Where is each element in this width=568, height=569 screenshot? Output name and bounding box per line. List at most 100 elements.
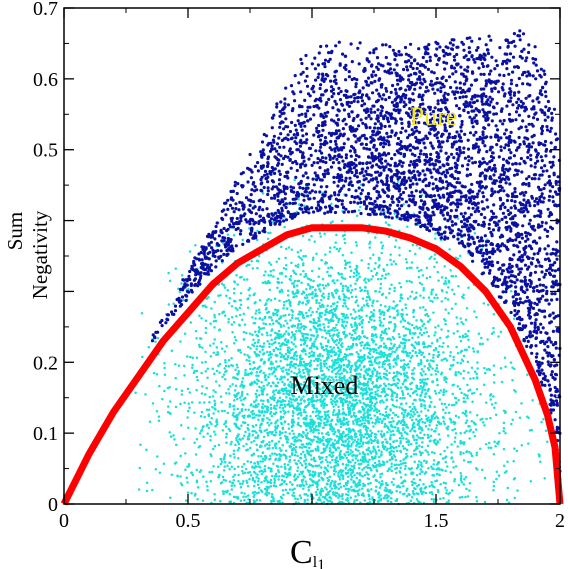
mixed-point [240, 318, 244, 321]
mixed-point [398, 281, 401, 285]
mixed-point [413, 366, 416, 370]
mixed-point [346, 423, 350, 426]
mixed-point [281, 398, 285, 402]
mixed-point [195, 336, 198, 340]
mixed-point [372, 315, 375, 318]
mixed-point [392, 337, 396, 341]
mixed-point [340, 219, 344, 223]
mixed-point [364, 277, 367, 280]
mixed-point [330, 376, 334, 379]
mixed-point [351, 408, 355, 411]
mixed-point [226, 233, 230, 236]
mixed-point [355, 476, 359, 480]
mixed-point [418, 281, 422, 285]
mixed-point [321, 335, 324, 339]
mixed-point [208, 400, 211, 404]
mixed-point [433, 257, 436, 261]
mixed-point [411, 402, 415, 406]
mixed-point [301, 450, 305, 454]
mixed-point [187, 287, 190, 291]
mixed-point [366, 473, 370, 476]
mixed-point [288, 455, 292, 458]
mixed-point [391, 429, 395, 433]
mixed-point [299, 355, 302, 358]
mixed-point [266, 398, 270, 402]
mixed-point [356, 454, 359, 457]
mixed-point [381, 354, 384, 358]
mixed-point [280, 482, 284, 486]
mixed-point [378, 264, 381, 267]
mixed-point [362, 494, 365, 498]
mixed-point [447, 493, 450, 496]
mixed-point [371, 450, 375, 453]
mixed-point [314, 449, 318, 452]
mixed-point [403, 447, 407, 450]
mixed-point [437, 350, 440, 354]
mixed-point [241, 469, 244, 473]
mixed-point [367, 482, 370, 485]
mixed-point [364, 369, 367, 373]
mixed-point [428, 485, 431, 488]
mixed-point [285, 358, 289, 361]
mixed-point [317, 455, 321, 459]
mixed-point [354, 490, 358, 493]
mixed-point [358, 323, 361, 326]
mixed-point [464, 475, 468, 479]
mixed-point [354, 461, 357, 464]
mixed-point [342, 363, 346, 367]
mixed-point [352, 338, 355, 342]
mixed-point [345, 427, 348, 431]
mixed-point [303, 296, 307, 299]
mixed-point [333, 481, 336, 484]
mixed-point [430, 342, 434, 345]
mixed-point [359, 419, 362, 423]
mixed-point [454, 302, 457, 306]
mixed-point [330, 328, 334, 332]
mixed-point [394, 499, 398, 502]
mixed-point [434, 438, 437, 441]
mixed-point [229, 454, 232, 457]
mixed-point [341, 254, 345, 257]
mixed-point [331, 293, 334, 296]
mixed-point [311, 258, 315, 261]
mixed-point [438, 336, 442, 340]
mixed-point [373, 432, 377, 436]
mixed-point [447, 286, 450, 289]
mixed-point [372, 299, 375, 302]
mixed-point [297, 423, 300, 427]
mixed-point [363, 353, 366, 357]
mixed-point [419, 436, 422, 440]
mixed-point [463, 431, 466, 434]
mixed-point [334, 403, 338, 406]
mixed-point [299, 343, 303, 347]
mixed-point [293, 458, 296, 462]
mixed-point [358, 364, 362, 367]
mixed-point [354, 448, 358, 451]
mixed-point [244, 430, 247, 434]
mixed-point [393, 325, 397, 329]
mixed-point [492, 484, 496, 488]
mixed-point [472, 391, 476, 395]
mixed-point [425, 359, 429, 363]
mixed-point [306, 424, 310, 427]
mixed-point [366, 292, 370, 295]
mixed-point [360, 355, 364, 358]
mixed-point [371, 464, 375, 467]
mixed-point [254, 403, 258, 407]
mixed-point [319, 305, 323, 309]
mixed-point [230, 323, 234, 326]
mixed-point [195, 369, 199, 373]
mixed-point [320, 343, 323, 346]
mixed-point [169, 435, 173, 438]
mixed-point [217, 294, 220, 297]
mixed-point [272, 268, 275, 272]
mixed-point [354, 310, 357, 313]
mixed-point [401, 342, 404, 345]
mixed-point [263, 454, 267, 458]
mixed-point [485, 368, 489, 371]
mixed-point [361, 405, 364, 409]
mixed-point [362, 424, 366, 428]
mixed-point [379, 210, 383, 213]
mixed-point [513, 367, 516, 371]
mixed-point [531, 399, 534, 402]
